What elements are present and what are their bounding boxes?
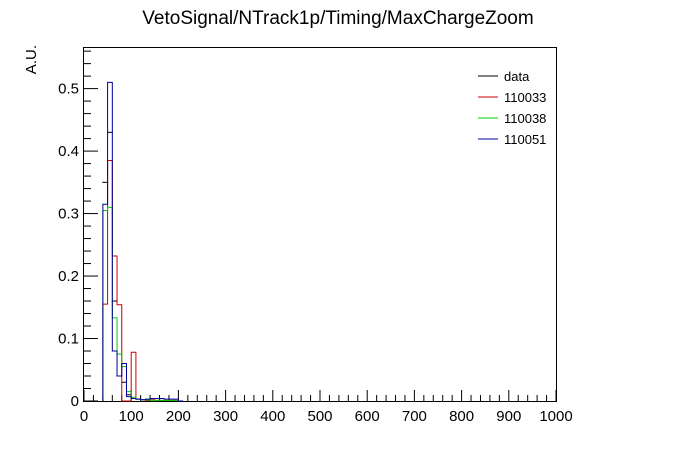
x-tick-label: 0 — [80, 408, 88, 425]
legend-item-110033: 110033 — [478, 90, 546, 105]
y-tick-label: 0.4 — [58, 143, 79, 160]
x-tick-label: 700 — [402, 408, 427, 425]
x-tick-label: 600 — [355, 408, 380, 425]
legend-item-data: data — [478, 69, 530, 84]
series-line-110033 — [102, 159, 184, 402]
y-tick-label: 0.5 — [58, 81, 79, 98]
x-tick-label: 900 — [496, 408, 521, 425]
series-110038 — [102, 206, 184, 402]
x-tick-label: 200 — [166, 408, 191, 425]
y-tick-label: 0.1 — [58, 331, 79, 348]
y-tick-label: 0.3 — [58, 206, 79, 223]
legend-item-110038: 110038 — [478, 111, 546, 126]
legend-label: 110033 — [504, 90, 546, 105]
x-tick-label: 500 — [307, 408, 332, 425]
x-axis: 0 100 200 300 400 500 600 700 800 900 1000 — [80, 390, 573, 425]
y-tick-label: 0.2 — [58, 268, 79, 285]
y-tick-label: 0 — [71, 393, 79, 410]
y-axis-title: A.U. — [23, 45, 40, 74]
series-layer — [102, 81, 184, 402]
series-line-110038 — [102, 206, 184, 402]
x-tick-label: 100 — [119, 408, 144, 425]
plot-frame — [83, 47, 557, 402]
legend-label: data — [504, 69, 530, 84]
series-110051 — [102, 81, 184, 402]
series-line-110051 — [102, 81, 184, 402]
legend: data 110033 110038 110051 — [478, 69, 546, 147]
series-110033 — [102, 159, 184, 402]
legend-label: 110051 — [504, 132, 546, 147]
x-tick-label: 800 — [449, 408, 474, 425]
y-axis: 0 0.1 0.2 0.3 0.4 0.5 — [58, 50, 98, 410]
x-tick-label: 1000 — [539, 408, 572, 425]
legend-label: 110038 — [504, 111, 546, 126]
legend-item-110051: 110051 — [478, 132, 546, 147]
chart-title: VetoSignal/NTrack1p/Timing/MaxChargeZoom — [142, 8, 533, 29]
x-tick-label: 400 — [260, 408, 285, 425]
x-tick-label: 300 — [213, 408, 238, 425]
